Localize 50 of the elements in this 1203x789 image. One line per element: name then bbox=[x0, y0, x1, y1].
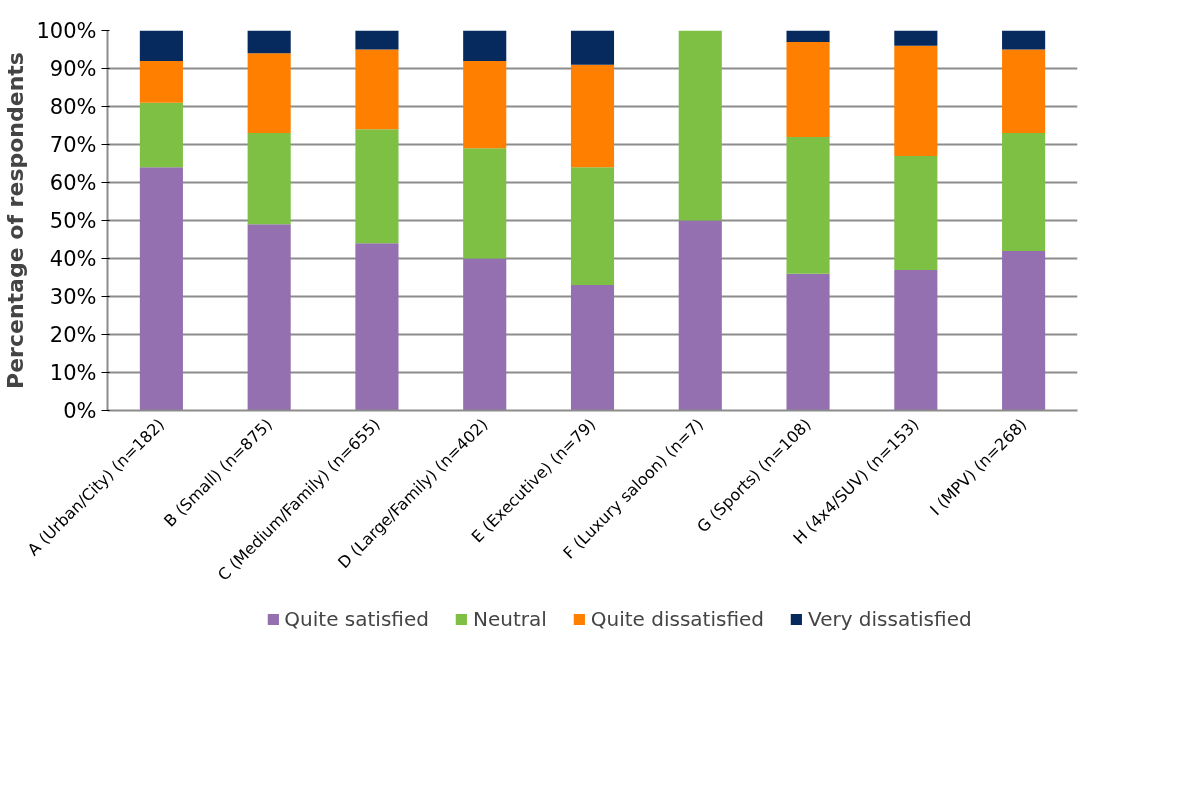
bar bbox=[463, 148, 507, 259]
y-tick-label: 50% bbox=[49, 208, 97, 233]
bar bbox=[894, 30, 938, 46]
y-tick-label: 90% bbox=[49, 56, 97, 81]
bar bbox=[570, 167, 615, 286]
bar bbox=[894, 155, 938, 270]
bar bbox=[786, 41, 830, 137]
bar bbox=[786, 273, 830, 411]
bar bbox=[1002, 250, 1046, 411]
bar bbox=[894, 45, 938, 156]
y-tick-label: 10% bbox=[49, 360, 97, 385]
legend-label: Quite dissatisfied bbox=[590, 607, 765, 631]
bar bbox=[139, 60, 183, 103]
bar bbox=[678, 30, 722, 221]
y-axis-title: Percentage of respondents bbox=[3, 52, 29, 389]
legend-label: Quite satisfied bbox=[284, 607, 429, 631]
bar bbox=[570, 30, 615, 65]
bar bbox=[139, 102, 183, 168]
bar bbox=[1002, 133, 1046, 251]
bar bbox=[355, 243, 399, 411]
y-tick-label: 60% bbox=[49, 170, 97, 195]
bar bbox=[1002, 49, 1046, 134]
legend-label: Neutral bbox=[472, 607, 547, 631]
bar bbox=[1002, 30, 1046, 50]
bar bbox=[247, 133, 291, 225]
y-tick-label: 0% bbox=[63, 398, 97, 423]
y-tick-label: 70% bbox=[49, 132, 97, 157]
bar bbox=[355, 30, 399, 50]
bar bbox=[894, 269, 938, 411]
bar bbox=[355, 49, 399, 130]
y-tick-label: 100% bbox=[36, 18, 97, 43]
bar bbox=[139, 30, 183, 61]
bar bbox=[786, 30, 830, 42]
bar bbox=[463, 258, 507, 411]
y-tick-label: 80% bbox=[49, 94, 97, 119]
bar bbox=[570, 64, 615, 168]
bar bbox=[247, 224, 291, 411]
y-tick-label: 40% bbox=[49, 246, 97, 271]
legend-label: Very dissatisfied bbox=[808, 607, 972, 631]
bar bbox=[463, 60, 507, 149]
bar bbox=[786, 136, 830, 274]
y-tick-label: 20% bbox=[49, 322, 97, 347]
bar bbox=[570, 285, 615, 411]
bar bbox=[355, 129, 399, 244]
bar bbox=[247, 30, 291, 54]
bar bbox=[247, 53, 291, 134]
y-tick-label: 30% bbox=[49, 284, 97, 309]
bar bbox=[139, 167, 183, 411]
bar bbox=[678, 220, 722, 411]
bar bbox=[463, 30, 507, 61]
